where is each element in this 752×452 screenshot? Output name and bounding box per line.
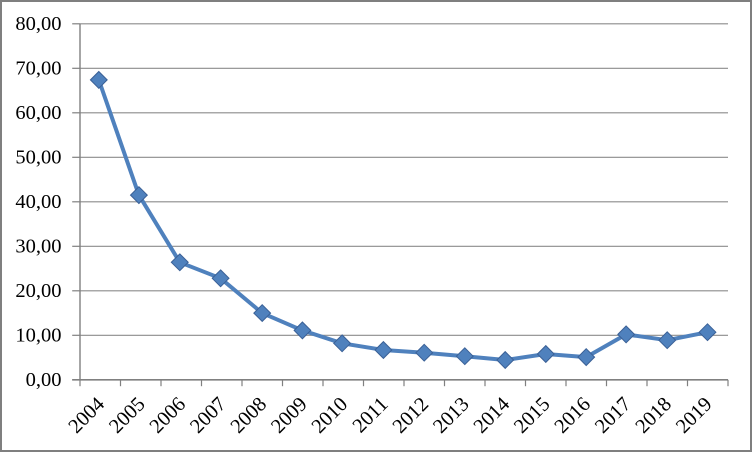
svg-text:10,00: 10,00 xyxy=(15,324,61,346)
svg-text:80,00: 80,00 xyxy=(15,13,61,35)
svg-text:20,00: 20,00 xyxy=(15,280,61,302)
svg-text:30,00: 30,00 xyxy=(15,235,61,257)
svg-text:60,00: 60,00 xyxy=(15,102,61,124)
svg-text:0,00: 0,00 xyxy=(26,369,62,391)
svg-text:70,00: 70,00 xyxy=(15,57,61,79)
svg-text:40,00: 40,00 xyxy=(15,191,61,213)
svg-text:50,00: 50,00 xyxy=(15,146,61,168)
